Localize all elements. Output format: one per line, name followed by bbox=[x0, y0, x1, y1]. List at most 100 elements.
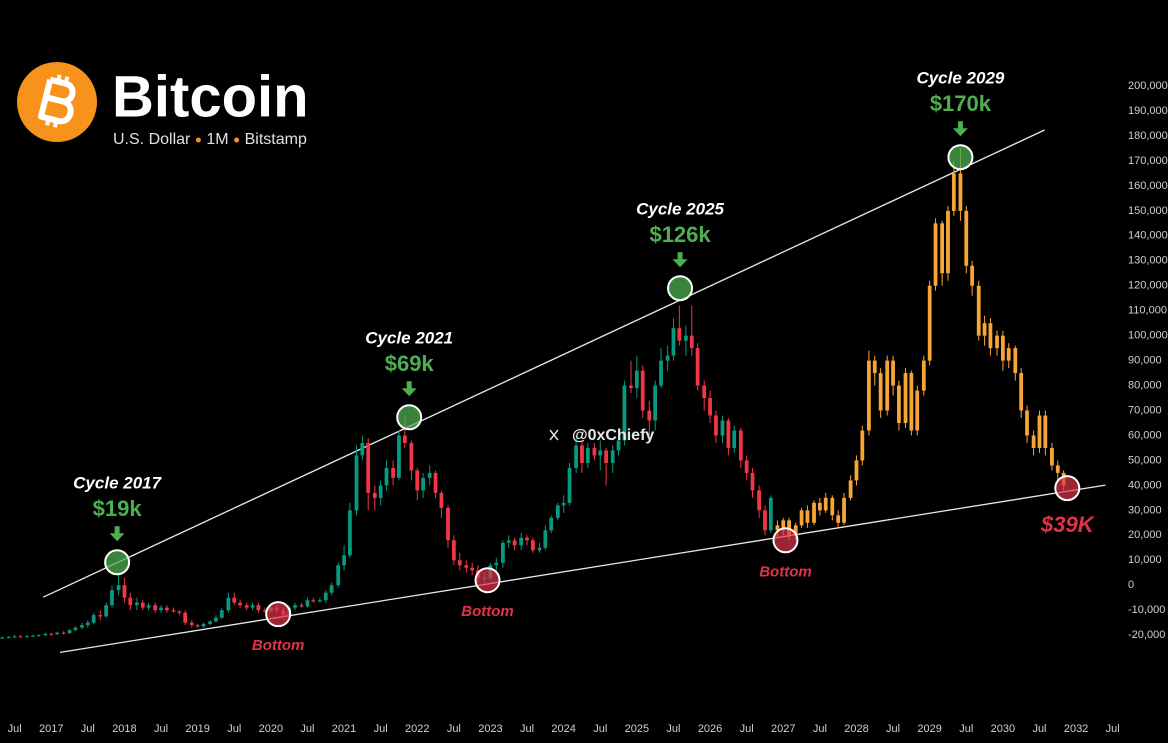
candle-body bbox=[585, 447, 590, 463]
candle-body bbox=[817, 502, 822, 511]
candle-body bbox=[677, 328, 682, 341]
candle-body bbox=[73, 627, 78, 631]
candle-body bbox=[140, 602, 145, 608]
candle-body bbox=[311, 600, 316, 602]
x-tick-label: Jul bbox=[813, 723, 827, 735]
candle-body bbox=[183, 612, 188, 623]
candle-body bbox=[976, 285, 981, 336]
x-tick-label: Jul bbox=[8, 723, 22, 735]
candle-body bbox=[177, 611, 182, 613]
candle-body bbox=[610, 450, 615, 463]
separator-dot bbox=[195, 137, 201, 143]
bottom-marker bbox=[1054, 475, 1081, 502]
candle-body bbox=[897, 385, 901, 424]
x-tick-label: Jul bbox=[593, 723, 607, 735]
y-tick-label: 70,000 bbox=[1128, 404, 1162, 416]
candle-body bbox=[116, 585, 121, 591]
candle-body bbox=[634, 370, 639, 389]
candle-body bbox=[598, 450, 603, 456]
x-tick-label: 2022 bbox=[405, 723, 429, 735]
candle-body bbox=[995, 335, 999, 349]
x-tick-label: 2020 bbox=[259, 723, 283, 735]
candle-body bbox=[891, 360, 895, 386]
candle-body bbox=[91, 615, 96, 623]
y-tick-label: 120,000 bbox=[1128, 280, 1168, 292]
candle-body bbox=[964, 210, 969, 266]
candle-body bbox=[823, 497, 828, 511]
candle-body bbox=[640, 370, 645, 411]
candle-body bbox=[982, 323, 987, 336]
candle-body bbox=[951, 173, 956, 211]
peak-marker bbox=[104, 549, 131, 576]
candle-body bbox=[878, 373, 883, 411]
candle-body bbox=[128, 597, 133, 606]
candle-body bbox=[214, 617, 218, 622]
candle-body bbox=[781, 520, 786, 531]
candle-body bbox=[402, 435, 407, 443]
y-tick-label: 20,000 bbox=[1128, 529, 1162, 541]
candle-body bbox=[659, 360, 663, 386]
candle-body bbox=[201, 623, 206, 627]
candle-body bbox=[543, 530, 548, 548]
candle-body bbox=[354, 455, 359, 511]
candle-body bbox=[525, 537, 529, 541]
chart-title: Bitcoin bbox=[112, 64, 309, 129]
candle-body bbox=[122, 585, 127, 598]
candle-body bbox=[226, 597, 231, 611]
candle-body bbox=[238, 602, 242, 606]
candle-body bbox=[342, 555, 346, 566]
candle-body bbox=[31, 635, 35, 637]
candle-body bbox=[348, 510, 352, 556]
candle-body bbox=[12, 636, 17, 638]
peak-label: Cycle 2025 bbox=[636, 200, 724, 219]
candle-body bbox=[574, 445, 578, 468]
x-tick-label: Jul bbox=[959, 723, 973, 735]
candle-body bbox=[256, 605, 261, 611]
y-tick-label: 50,000 bbox=[1128, 454, 1162, 466]
candle-body bbox=[970, 265, 975, 286]
candle-body bbox=[232, 597, 237, 603]
peak-arrow bbox=[952, 121, 968, 137]
candle-body bbox=[1037, 415, 1042, 448]
candle-body bbox=[842, 497, 846, 523]
candle-body bbox=[695, 348, 700, 386]
x-tick-label: 2024 bbox=[551, 723, 575, 735]
candle-body bbox=[738, 430, 743, 461]
candle-body bbox=[49, 633, 54, 635]
y-tick-label: -20,000 bbox=[1128, 629, 1165, 641]
candle-body bbox=[793, 525, 798, 536]
candle-body bbox=[439, 492, 444, 508]
candle-body bbox=[854, 460, 859, 481]
candle-body bbox=[36, 635, 41, 637]
candle-body bbox=[391, 467, 395, 478]
peak-arrow bbox=[672, 252, 688, 268]
candle-body bbox=[860, 430, 865, 461]
candle-body bbox=[329, 585, 334, 593]
candle-body bbox=[702, 385, 707, 399]
candle-body bbox=[384, 467, 389, 486]
candle-body bbox=[537, 547, 542, 551]
candle-body bbox=[531, 540, 535, 551]
candle-body bbox=[457, 560, 462, 566]
peak-price: $126k bbox=[649, 222, 711, 247]
candle-body bbox=[946, 210, 950, 274]
candle-body bbox=[872, 360, 877, 374]
candle-body bbox=[921, 360, 926, 391]
candle-body bbox=[714, 415, 718, 436]
candle-body bbox=[836, 515, 841, 523]
peak-price: $69k bbox=[385, 351, 435, 376]
bottom-marker bbox=[265, 601, 292, 628]
candle-body bbox=[360, 442, 365, 456]
candle-body bbox=[318, 600, 322, 602]
x-tick-label: 2027 bbox=[771, 723, 795, 735]
candle-body bbox=[519, 537, 524, 546]
y-tick-label: 30,000 bbox=[1128, 504, 1162, 516]
candle-body bbox=[1043, 415, 1048, 448]
candle-body bbox=[988, 323, 993, 349]
candle-body bbox=[933, 223, 938, 286]
x-tick-label: 2032 bbox=[1064, 723, 1088, 735]
bottom-marker bbox=[772, 527, 799, 554]
candle-body bbox=[134, 602, 139, 606]
subtitle-part: Bitstamp bbox=[245, 131, 307, 148]
